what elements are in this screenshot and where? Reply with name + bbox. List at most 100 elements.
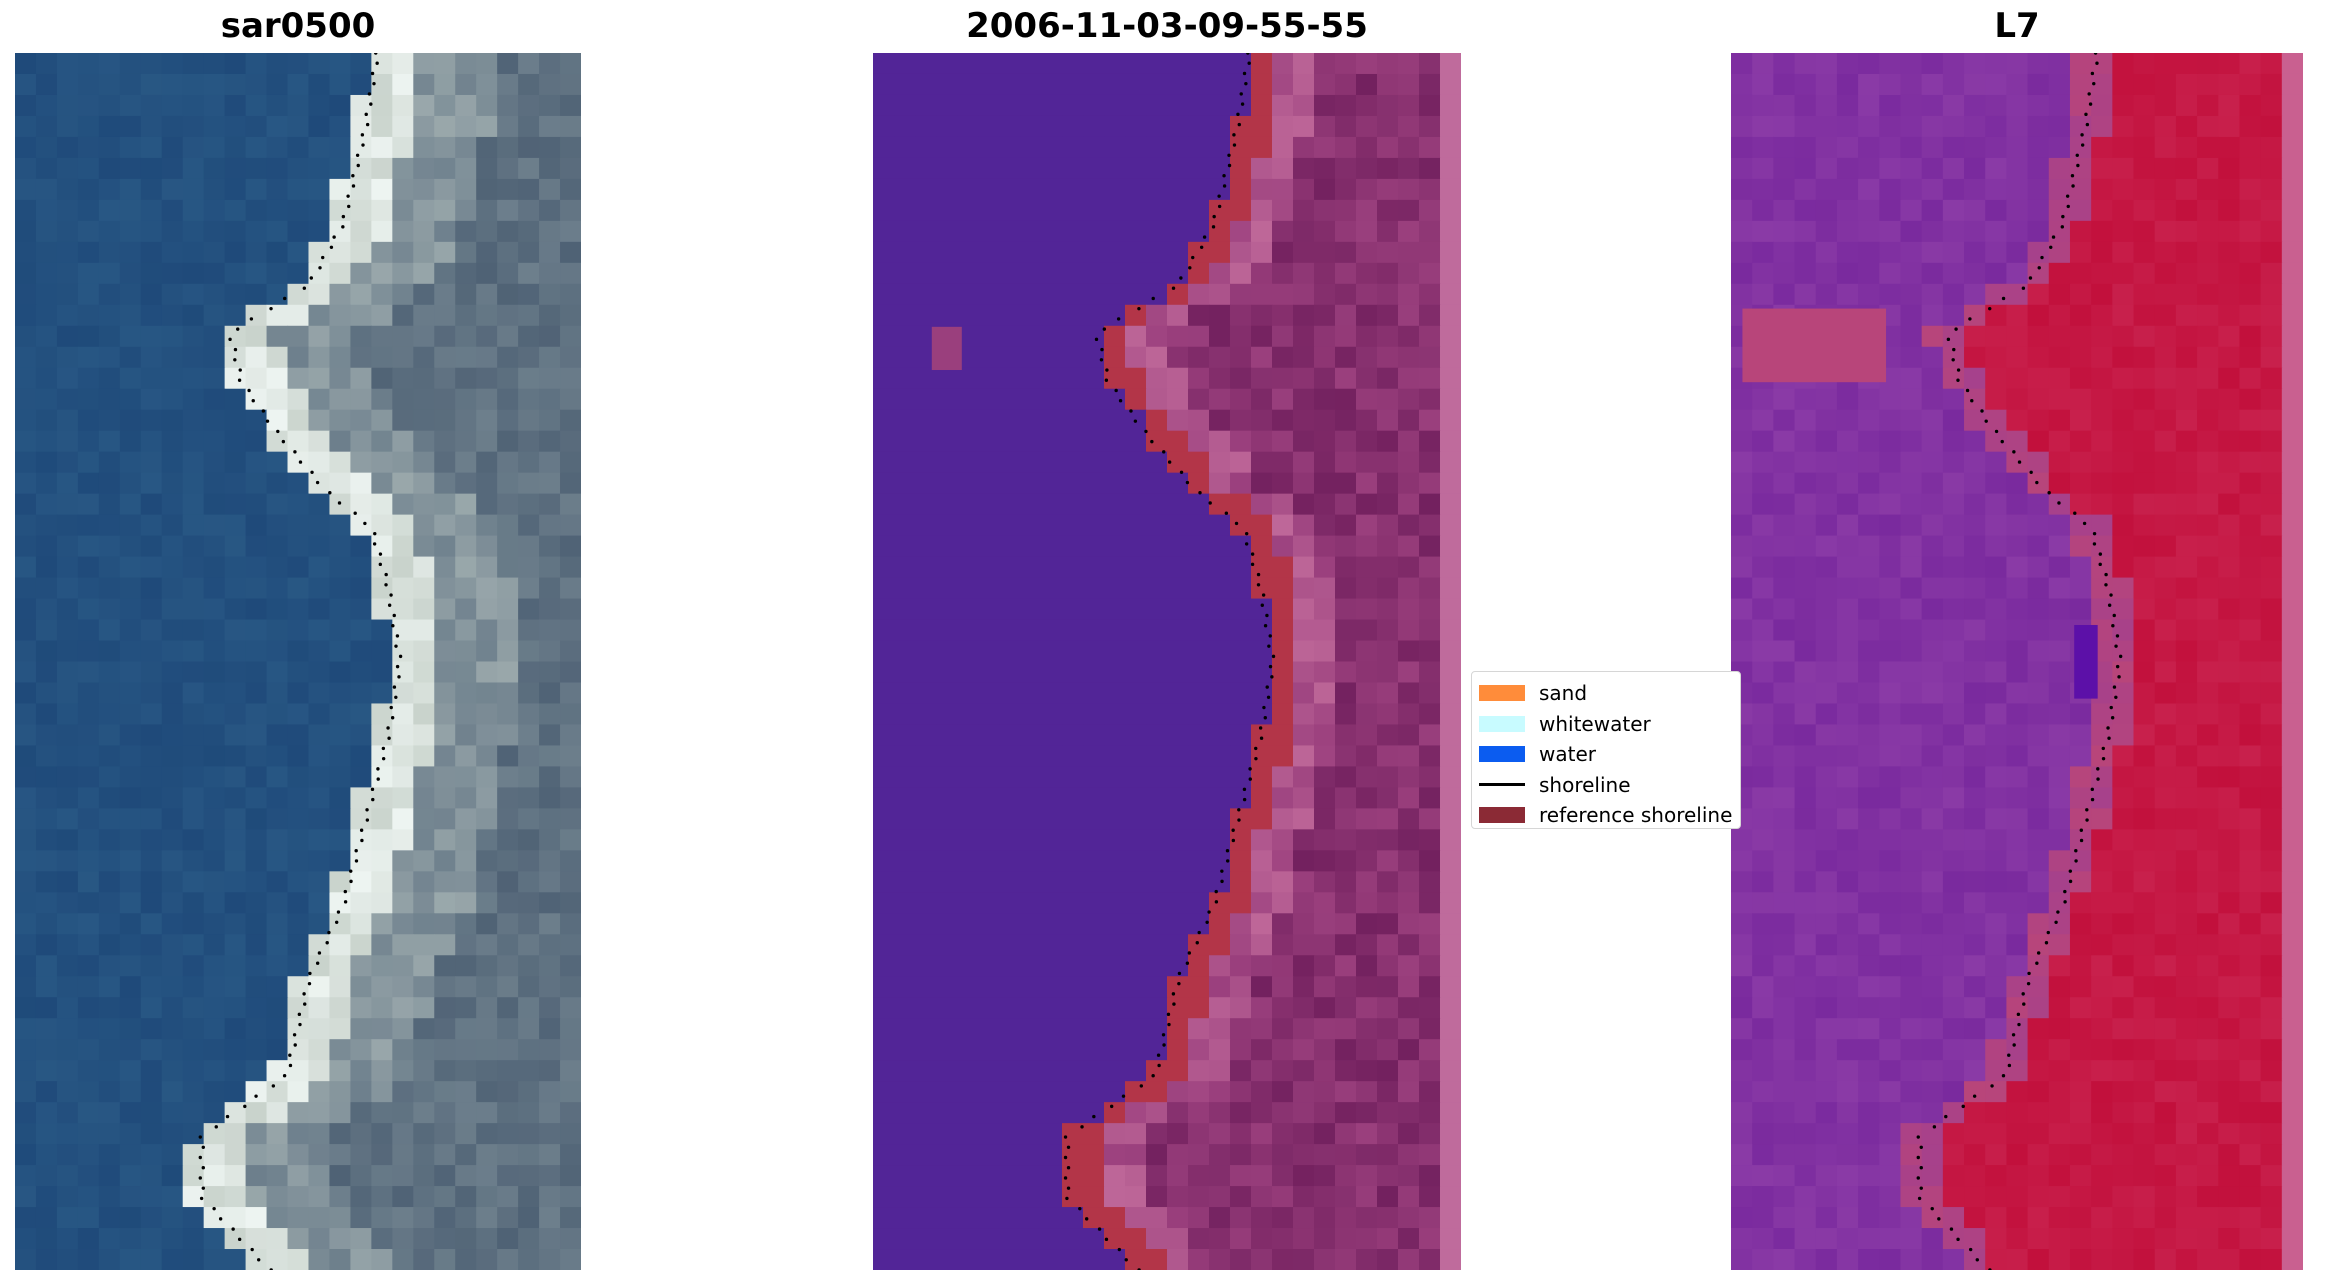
- raster-cell: [1083, 304, 1105, 327]
- raster-cell: [539, 535, 561, 558]
- raster-cell: [203, 304, 226, 327]
- shoreline-dot: [269, 1268, 273, 1270]
- raster-cell: [2112, 1186, 2135, 1208]
- shoreline-dot: [1097, 1227, 1102, 1231]
- raster-cell: [35, 388, 58, 411]
- raster-cell: [539, 346, 561, 369]
- raster-cell: [77, 94, 100, 117]
- raster-cell: [413, 976, 435, 998]
- raster-cell: [161, 325, 184, 348]
- raster-cell: [1272, 1207, 1294, 1229]
- raster-cell: [182, 955, 205, 977]
- raster-cell: [936, 871, 958, 893]
- raster-cell: [1272, 346, 1294, 369]
- raster-cell: [1230, 1144, 1252, 1166]
- shoreline-dot: [292, 1033, 297, 1037]
- raster-cell: [1794, 199, 1817, 222]
- raster-cell: [1020, 430, 1042, 453]
- raster-cell: [1773, 220, 1796, 243]
- raster-cell: [894, 703, 916, 726]
- raster-cell: [2133, 1039, 2156, 1061]
- raster-cell: [2260, 850, 2283, 872]
- raster-cell: [1836, 1060, 1859, 1082]
- raster-cell: [1251, 1249, 1273, 1270]
- raster-cell: [1773, 1228, 1796, 1250]
- raster-cell: [245, 1081, 268, 1103]
- raster-cell: [350, 178, 372, 201]
- raster-cell: [1377, 1186, 1399, 1208]
- raster-cell: [1041, 1186, 1063, 1208]
- raster-cell: [560, 220, 581, 243]
- raster-cell: [182, 787, 205, 809]
- raster-cell: [539, 1018, 561, 1040]
- raster-cell: [1879, 682, 1902, 705]
- raster-cell: [1964, 220, 1986, 243]
- raster-cell: [224, 53, 247, 75]
- raster-cell: [518, 619, 540, 642]
- raster-cell: [1020, 871, 1042, 893]
- shoreline-dot: [325, 941, 329, 945]
- raster-cell: [1731, 577, 1753, 600]
- raster-cell: [560, 73, 581, 96]
- raster-cell: [2048, 724, 2071, 747]
- raster-cell: [371, 598, 393, 621]
- raster-cell: [2027, 514, 2050, 537]
- raster-cell: [2197, 892, 2219, 914]
- raster-cell: [1815, 1144, 1838, 1166]
- raster-cell: [266, 871, 289, 893]
- raster-cell: [957, 1123, 979, 1145]
- raster-cell: [1900, 913, 1923, 935]
- shoreline-dot: [1239, 92, 1243, 96]
- raster-cell: [497, 493, 519, 516]
- raster-cell: [476, 1081, 498, 1103]
- raster-cell: [1335, 388, 1357, 411]
- raster-cell: [1964, 640, 1986, 663]
- raster-cell: [56, 913, 79, 935]
- raster-cell: [1942, 892, 1965, 914]
- raster-cell: [224, 262, 247, 285]
- raster-cell: [1398, 367, 1420, 390]
- raster-cell: [2218, 346, 2241, 369]
- raster-cell: [2175, 493, 2198, 516]
- raster-cell: [2281, 1207, 2303, 1229]
- raster-cell: [936, 367, 958, 390]
- raster-cell: [1879, 535, 1902, 558]
- raster-cell: [266, 1102, 289, 1124]
- raster-cell: [539, 619, 561, 642]
- raster-cell: [266, 472, 289, 495]
- raster-cell: [2133, 913, 2156, 935]
- raster-cell: [1858, 1102, 1880, 1124]
- raster-cell: [1062, 1144, 1084, 1166]
- raster-cell: [2281, 346, 2303, 369]
- raster-cell: [2154, 409, 2177, 432]
- raster-cell: [2175, 724, 2198, 747]
- raster-cell: [287, 598, 310, 621]
- raster-cell: [1964, 598, 1986, 621]
- raster-cell: [1419, 1165, 1441, 1187]
- raster-cell: [2112, 325, 2135, 348]
- raster-cell: [1398, 53, 1420, 75]
- raster-cell: [1921, 766, 1944, 788]
- raster-cell: [1104, 1123, 1126, 1145]
- raster-cell: [350, 871, 372, 893]
- raster-cell: [224, 199, 247, 222]
- raster-cell: [1104, 724, 1126, 747]
- raster-cell: [1230, 1018, 1252, 1040]
- raster-cell: [308, 640, 331, 663]
- raster-cell: [371, 661, 393, 684]
- raster-cell: [978, 766, 1000, 788]
- raster-cell: [35, 871, 58, 893]
- raster-cell: [1251, 556, 1273, 579]
- raster-cell: [1251, 619, 1273, 642]
- raster-cell: [999, 766, 1021, 788]
- raster-cell: [1964, 955, 1986, 977]
- raster-cell: [1314, 73, 1336, 96]
- raster-cell: [350, 73, 372, 96]
- raster-cell: [2154, 304, 2177, 327]
- raster-cell: [957, 661, 979, 684]
- raster-cell: [1942, 1228, 1965, 1250]
- raster-cell: [1377, 745, 1399, 768]
- raster-cell: [1921, 493, 1944, 516]
- raster-cell: [413, 220, 435, 243]
- raster-cell: [1293, 1186, 1315, 1208]
